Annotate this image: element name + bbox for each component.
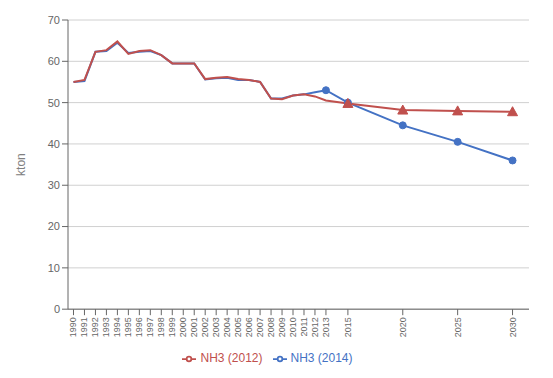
svg-text:2020: 2020 [398,317,408,337]
html-text:NH3 (2012): NH3 (2012) [200,351,263,366]
svg-text:1990: 1990 [68,317,78,337]
svg-text:2025: 2025 [453,317,463,337]
svg-text:2003: 2003 [211,317,221,337]
svg-text:1999: 1999 [167,317,177,337]
svg-text:2008: 2008 [266,317,276,337]
svg-text:2009: 2009 [277,317,287,337]
svg-text:1994: 1994 [112,317,122,337]
svg-text:2006: 2006 [244,317,254,337]
html-text:NH3 (2014): NH3 (2014) [290,351,353,366]
svg-text:2011: 2011 [299,317,309,336]
svg-text:1992: 1992 [90,317,100,337]
svg-text:kton: kton [14,153,28,176]
svg-text:1995: 1995 [123,317,133,337]
svg-text:1991: 1991 [79,317,89,337]
svg-text:2002: 2002 [200,317,210,337]
svg-text:1996: 1996 [134,317,144,337]
svg-text:1998: 1998 [156,317,166,337]
svg-text:2000: 2000 [178,317,188,337]
svg-text:2005: 2005 [233,317,243,337]
svg-text:40: 40 [48,138,60,150]
svg-text:2007: 2007 [255,317,265,337]
svg-text:2013: 2013 [321,317,331,337]
svg-text:1993: 1993 [101,317,111,337]
svg-text:2010: 2010 [288,317,298,337]
svg-text:10: 10 [48,262,60,274]
svg-text:2001: 2001 [189,317,199,337]
svg-text:2004: 2004 [222,317,232,337]
svg-text:2030: 2030 [508,317,518,337]
svg-text:1997: 1997 [145,317,155,337]
svg-text:2012: 2012 [310,317,320,337]
svg-text:60: 60 [48,55,60,67]
svg-text:2015: 2015 [343,317,353,337]
svg-text:30: 30 [48,179,60,191]
svg-text:0: 0 [54,303,60,315]
svg-text:20: 20 [48,220,60,232]
svg-text:50: 50 [48,97,60,109]
svg-text:70: 70 [48,14,60,26]
